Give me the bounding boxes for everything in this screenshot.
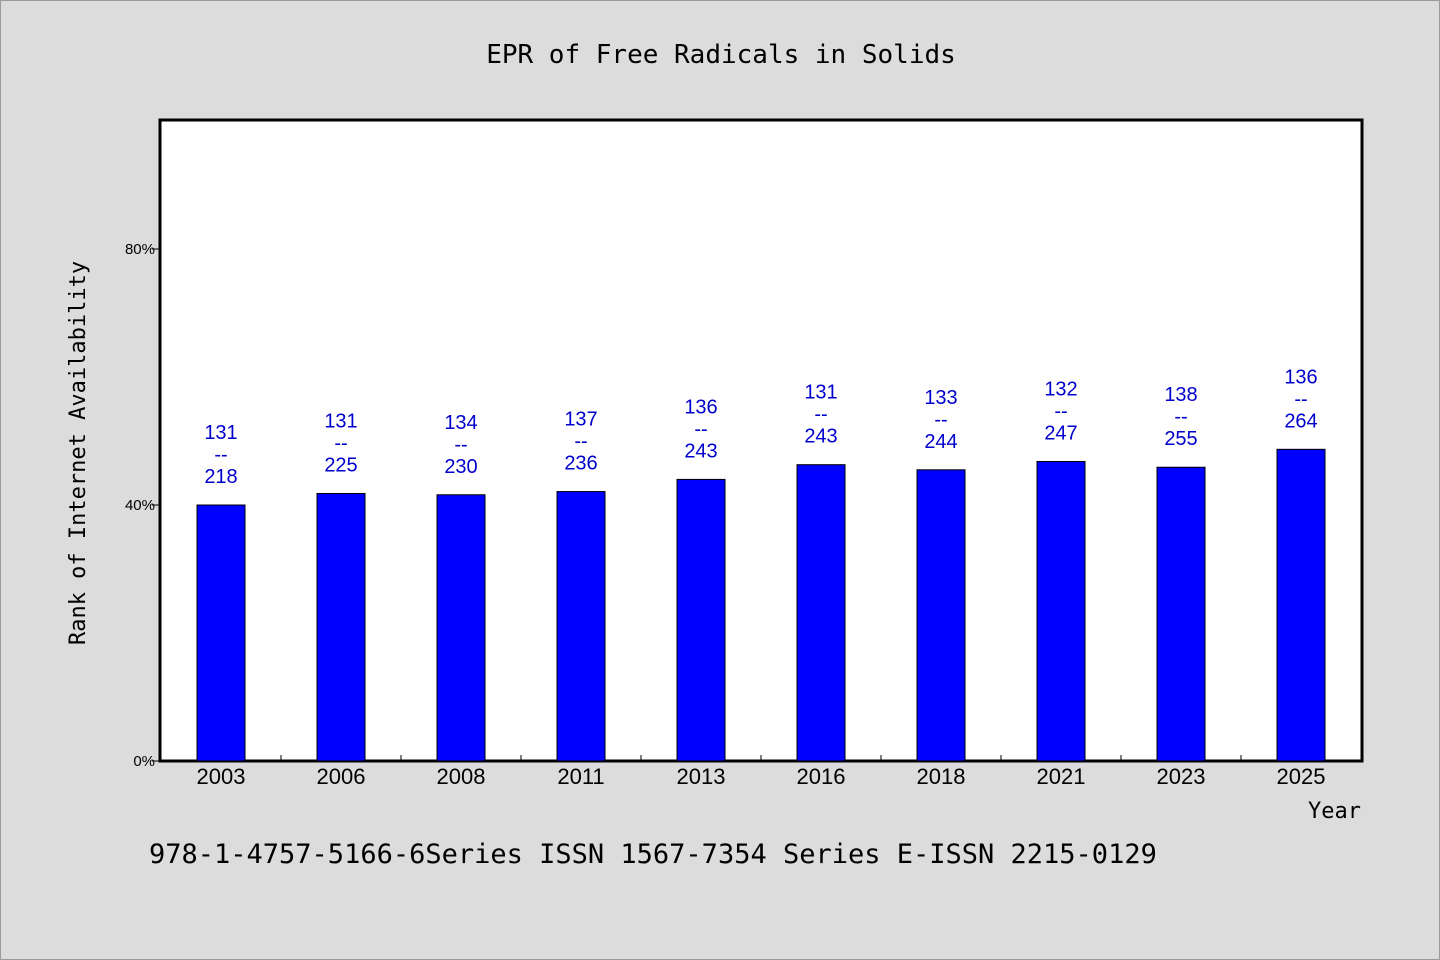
data-label-2016-line1: 131 <box>804 382 837 404</box>
data-label-2011-line3: 236 <box>564 453 597 475</box>
data-label-2016-line3: 243 <box>804 426 837 448</box>
x-tick-label-2003: 2003 <box>197 764 246 789</box>
data-label-2018-line1: 133 <box>924 387 957 409</box>
data-label-2008-line3: 230 <box>444 456 477 478</box>
data-label-2013-line2: -- <box>694 418 707 440</box>
data-label-2011-line2: -- <box>574 431 587 453</box>
x-tick-label-2018: 2018 <box>917 764 966 789</box>
x-tick-label-2011: 2011 <box>557 764 604 789</box>
y-tick-label: 40% <box>125 497 155 514</box>
data-label-2003-line1: 131 <box>204 422 237 444</box>
bar-2003 <box>196 504 246 762</box>
y-axis-ticks: 0% 40% 80% <box>125 241 161 770</box>
data-label-2025-line2: -- <box>1294 388 1307 410</box>
data-label-2018-line3: 244 <box>924 431 957 453</box>
data-label-2018-line2: -- <box>934 409 947 431</box>
footer-isbn-text: 978-1-4757-5166-6Series ISSN 1567-7354 S… <box>149 839 1157 870</box>
data-label-2003-line2: -- <box>214 444 227 466</box>
data-label-2013-line3: 243 <box>684 440 717 462</box>
data-label-2008-line2: -- <box>454 434 467 456</box>
y-tick-label: 80% <box>125 241 155 258</box>
y-tick-label: 0% <box>133 753 155 770</box>
data-labels-layer: 131--218131--225134--230137--236136--243… <box>204 366 1317 488</box>
bar-2025 <box>1276 448 1326 762</box>
x-tick-label-2021: 2021 <box>1037 764 1086 789</box>
data-label-2023-line3: 255 <box>1164 428 1197 450</box>
data-label-2023-line2: -- <box>1174 406 1187 428</box>
bar-2021 <box>1036 460 1086 762</box>
bar-2016 <box>796 464 846 762</box>
x-tick-label-2006: 2006 <box>317 764 366 789</box>
chart-title: EPR of Free Radicals in Solids <box>486 40 956 70</box>
data-label-2006-line2: -- <box>334 432 347 454</box>
x-tick-label-2016: 2016 <box>797 764 846 789</box>
x-axis-title: Year <box>1308 799 1361 824</box>
bar-2011 <box>556 491 606 762</box>
data-label-2008-line1: 134 <box>444 412 477 434</box>
bar-2013 <box>676 478 726 762</box>
bar-2023 <box>1156 466 1206 762</box>
x-tick-label-2013: 2013 <box>677 764 726 789</box>
data-label-2006-line3: 225 <box>324 454 357 476</box>
data-label-2025-line3: 264 <box>1284 410 1317 432</box>
x-axis-ticks: 2003 2006 2008 2011 2013 2016 2018 2021 2023 2025 <box>197 755 1326 789</box>
x-tick-label-2008: 2008 <box>437 764 486 789</box>
x-tick-label-2023: 2023 <box>1157 764 1206 789</box>
data-label-2021-line1: 132 <box>1044 378 1077 400</box>
y-axis-title: Rank of Internet Availability <box>66 261 91 645</box>
data-label-2023-line1: 138 <box>1164 384 1197 406</box>
data-label-2021-line2: -- <box>1054 400 1067 422</box>
data-label-2025-line1: 136 <box>1284 366 1317 388</box>
x-tick-label-2025: 2025 <box>1277 764 1326 789</box>
data-label-2006-line1: 131 <box>324 410 357 432</box>
bar-2018 <box>916 469 966 762</box>
bar-2008 <box>436 494 486 762</box>
data-label-2013-line1: 136 <box>684 396 717 418</box>
data-label-2021-line3: 247 <box>1044 422 1077 444</box>
data-label-2011-line1: 137 <box>564 409 597 431</box>
data-label-2016-line2: -- <box>814 404 827 426</box>
bar-2006 <box>316 492 366 762</box>
bars-layer <box>196 448 1326 762</box>
data-label-2003-line3: 218 <box>204 466 237 488</box>
